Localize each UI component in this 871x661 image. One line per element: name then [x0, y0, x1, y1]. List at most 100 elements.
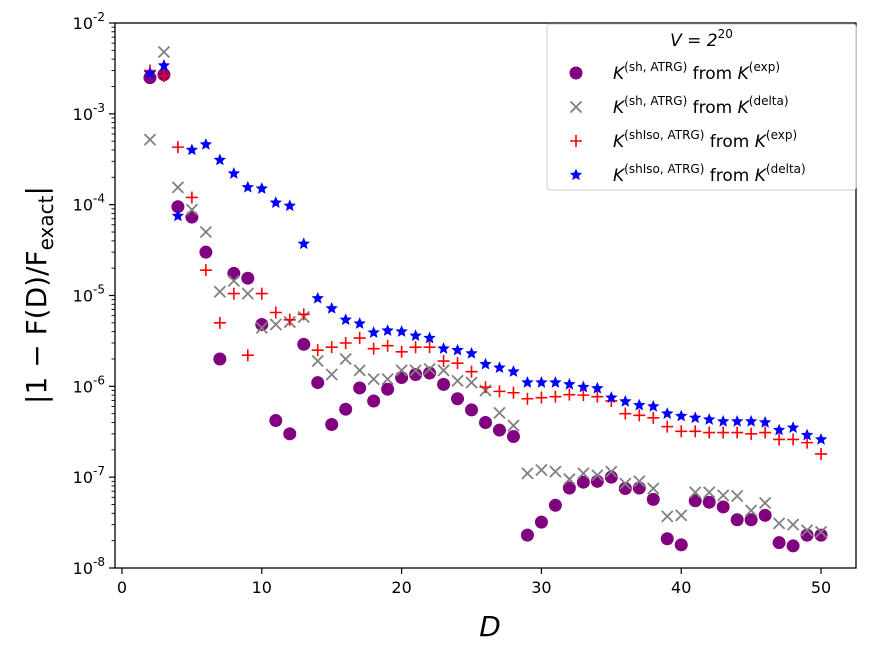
data-point: [437, 377, 451, 391]
data-point: [577, 380, 590, 393]
data-point: [535, 376, 548, 388]
data-point: [353, 317, 366, 329]
data-point: [591, 381, 604, 394]
data-point: [633, 398, 646, 411]
data-point: [479, 415, 492, 429]
data-point: [773, 433, 786, 446]
y-tick-label: 10-6: [73, 373, 105, 396]
data-point: [143, 71, 157, 85]
legend-marker: [569, 168, 583, 181]
data-point: [660, 532, 674, 546]
data-point: [493, 385, 506, 398]
data-point: [745, 427, 758, 440]
y-axis-label: |1 − F(D)/Fexact|: [20, 186, 58, 404]
data-point: [311, 376, 325, 390]
data-point: [590, 474, 604, 488]
data-point: [353, 332, 366, 345]
data-point: [730, 513, 744, 527]
data-point: [661, 510, 674, 523]
data-point: [297, 337, 311, 351]
data-point: [562, 481, 576, 495]
data-point: [716, 500, 730, 514]
data-point: [633, 475, 646, 488]
data-point: [507, 365, 520, 377]
data-point: [367, 394, 381, 408]
data-point: [255, 317, 269, 331]
data-point: [646, 492, 660, 506]
data-point: [661, 407, 674, 419]
data-point: [745, 504, 758, 517]
data-point: [227, 287, 240, 300]
data-point: [647, 482, 660, 495]
data-marks: [143, 45, 828, 553]
data-point: [143, 133, 157, 146]
data-point: [730, 415, 744, 427]
data-point: [591, 469, 604, 482]
data-point: [395, 371, 409, 385]
legend-entry-2: K(sh, ATRG) from K(delta): [569, 94, 789, 118]
data-point: [395, 325, 408, 337]
y-tick-label: 10-2: [73, 10, 105, 33]
x-tick-label: 30: [531, 578, 551, 597]
data-point: [619, 407, 632, 420]
data-point: [801, 436, 814, 449]
data-point: [758, 508, 772, 522]
data-point: [311, 354, 324, 368]
data-point: [339, 352, 352, 366]
data-point: [227, 167, 241, 179]
data-point: [647, 399, 660, 412]
data-point: [283, 199, 296, 212]
x-axis-label: D: [479, 610, 501, 643]
data-point: [520, 528, 534, 542]
data-point: [507, 386, 520, 399]
data-point: [731, 489, 744, 503]
data-point: [297, 237, 310, 250]
data-point: [381, 373, 394, 386]
data-point: [675, 409, 688, 422]
data-point: [535, 391, 548, 404]
data-point: [241, 287, 254, 300]
y-tick-label: 10-3: [73, 101, 105, 124]
data-point: [227, 274, 240, 287]
data-point: [465, 346, 478, 359]
data-point: [535, 463, 548, 477]
legend-entry-3: K(shIso, ATRG) from K(exp): [570, 128, 797, 152]
data-point: [255, 321, 268, 335]
data-point: [325, 341, 338, 354]
data-point: [576, 475, 590, 489]
data-point: [171, 141, 184, 154]
data-point: [437, 364, 450, 377]
data-point: [353, 364, 366, 377]
data-point: [800, 528, 814, 542]
data-point: [185, 143, 199, 156]
data-point: [815, 447, 828, 460]
data-point: [717, 415, 730, 427]
data-point: [786, 539, 800, 553]
data-point: [367, 326, 380, 338]
data-point: [465, 403, 479, 417]
legend-label: K(sh, ATRG) from K(exp): [613, 60, 780, 84]
data-point: [199, 245, 213, 259]
data-point: [311, 344, 324, 357]
data-point: [702, 495, 716, 509]
data-point: [423, 331, 436, 344]
data-point: [563, 388, 576, 401]
data-point: [647, 411, 660, 424]
data-point: [255, 182, 268, 194]
data-point: [661, 420, 674, 433]
data-point: [479, 381, 492, 394]
y-tick-label: 10-5: [73, 283, 105, 306]
x-tick-label: 40: [671, 578, 691, 597]
data-point: [157, 59, 171, 71]
data-point: [549, 376, 562, 388]
data-point: [521, 376, 534, 388]
legend-marker: [569, 100, 583, 114]
data-point: [157, 70, 170, 83]
data-point: [171, 181, 185, 194]
data-point: [814, 528, 828, 542]
y-tick-label: 10-7: [73, 464, 105, 487]
series-4: [143, 59, 828, 445]
data-point: [758, 496, 772, 510]
data-point: [339, 313, 352, 326]
